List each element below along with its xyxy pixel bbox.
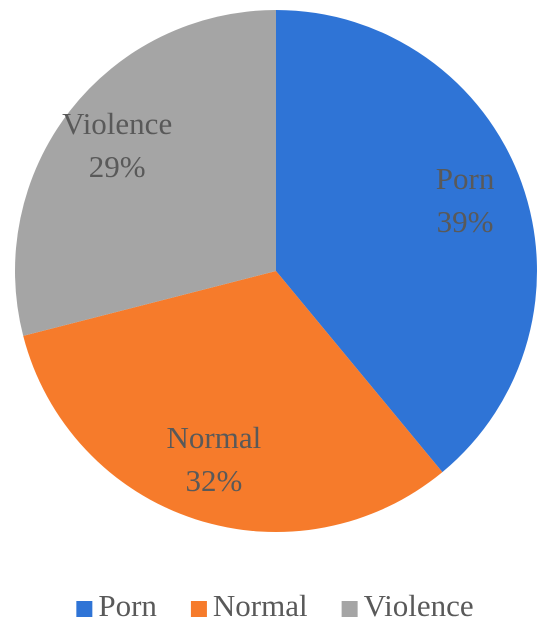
pie-slice: [23, 271, 443, 532]
slice-category-label: Normal: [167, 420, 262, 455]
legend: Porn Normal Violence: [76, 588, 474, 623]
slice-category-label: Porn: [436, 161, 495, 196]
legend-label: Violence: [364, 588, 474, 623]
slice-value-label: 39%: [437, 204, 494, 239]
legend-swatch: [76, 601, 93, 617]
slice-value-label: 29%: [89, 149, 146, 184]
legend-label: Normal: [213, 588, 308, 623]
legend-swatch: [190, 601, 207, 617]
pie-slice: [276, 10, 537, 473]
slice-category-label: Violence: [62, 106, 172, 141]
pie-slice: [15, 10, 277, 336]
legend-swatch: [341, 601, 358, 617]
slice-value-label: 32%: [185, 463, 242, 498]
legend-label: Porn: [98, 588, 157, 623]
